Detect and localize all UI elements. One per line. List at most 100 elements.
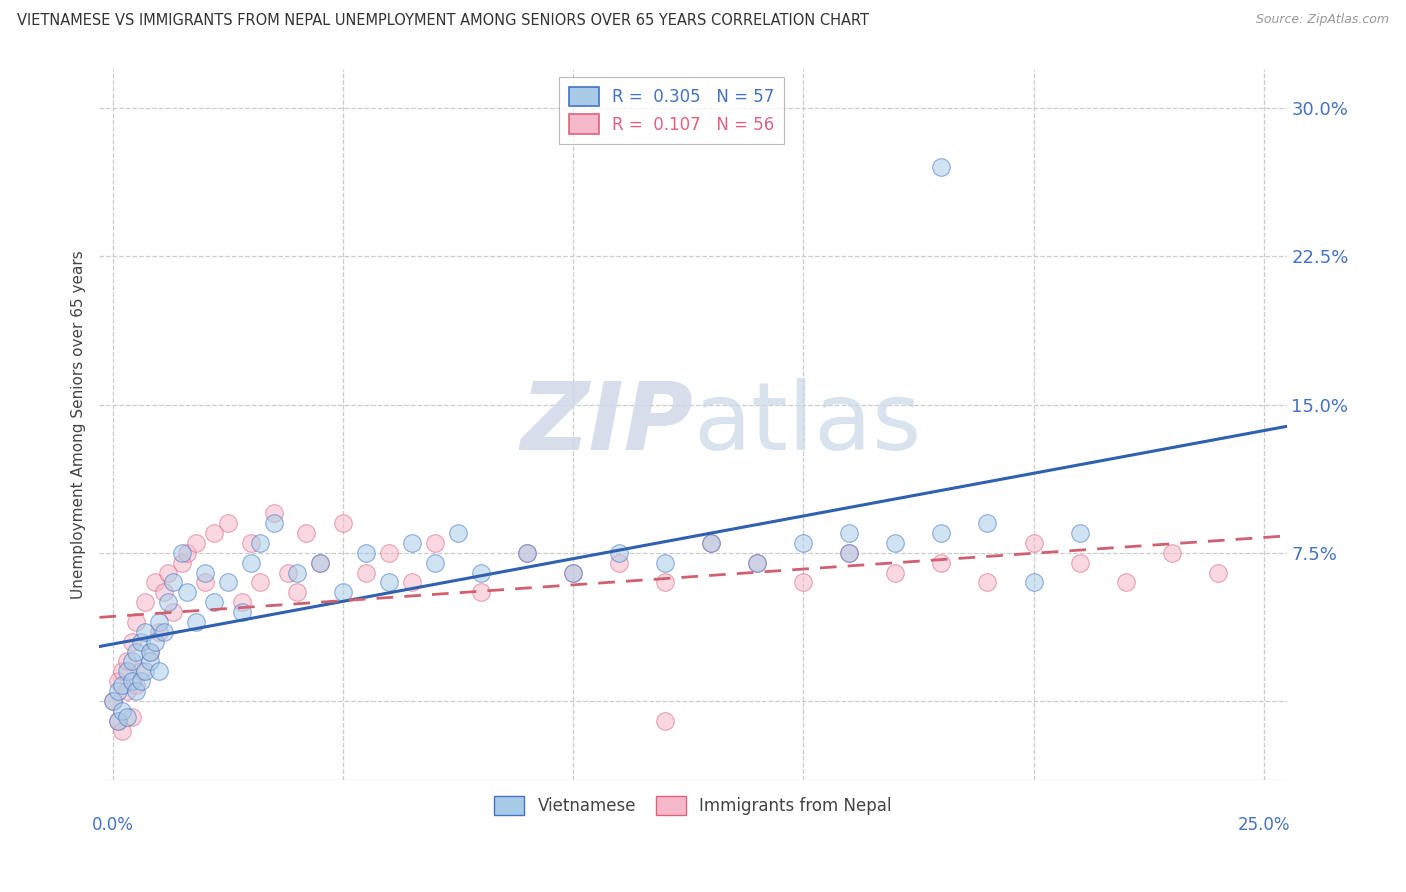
Point: [176, 585, 198, 599]
Point: [609, 556, 631, 570]
Point: [654, 714, 676, 728]
Point: [107, 714, 129, 728]
Point: [139, 644, 162, 658]
Text: 25.0%: 25.0%: [1237, 815, 1289, 834]
Point: [148, 665, 170, 679]
Point: [792, 575, 814, 590]
Point: [1022, 575, 1045, 590]
Point: [125, 678, 148, 692]
Point: [148, 615, 170, 629]
Point: [240, 536, 263, 550]
Point: [609, 546, 631, 560]
Point: [249, 536, 271, 550]
Point: [1206, 566, 1229, 580]
Point: [931, 526, 953, 541]
Point: [884, 536, 907, 550]
Point: [356, 546, 378, 560]
Text: VIETNAMESE VS IMMIGRANTS FROM NEPAL UNEMPLOYMENT AMONG SENIORS OVER 65 YEARS COR: VIETNAMESE VS IMMIGRANTS FROM NEPAL UNEM…: [17, 13, 869, 29]
Point: [129, 674, 152, 689]
Point: [176, 546, 198, 560]
Point: [111, 665, 134, 679]
Point: [153, 624, 176, 639]
Point: [263, 516, 285, 530]
Point: [277, 566, 299, 580]
Point: [1160, 546, 1182, 560]
Point: [115, 655, 138, 669]
Point: [792, 536, 814, 550]
Point: [231, 595, 253, 609]
Point: [153, 585, 176, 599]
Point: [309, 556, 332, 570]
Point: [217, 575, 239, 590]
Point: [425, 536, 447, 550]
Point: [295, 526, 318, 541]
Point: [838, 526, 860, 541]
Text: 0.0%: 0.0%: [93, 815, 134, 834]
Point: [143, 634, 166, 648]
Point: [838, 546, 860, 560]
Point: [121, 710, 143, 724]
Point: [107, 714, 129, 728]
Point: [172, 546, 194, 560]
Point: [204, 526, 226, 541]
Point: [1115, 575, 1137, 590]
Point: [838, 546, 860, 560]
Point: [184, 615, 207, 629]
Point: [157, 566, 180, 580]
Point: [263, 506, 285, 520]
Point: [217, 516, 239, 530]
Point: [884, 566, 907, 580]
Point: [103, 694, 125, 708]
Point: [747, 556, 769, 570]
Point: [378, 575, 401, 590]
Point: [562, 566, 585, 580]
Point: [129, 634, 152, 648]
Point: [231, 605, 253, 619]
Point: [654, 575, 676, 590]
Point: [700, 536, 723, 550]
Point: [1069, 526, 1091, 541]
Point: [111, 704, 134, 718]
Point: [194, 575, 217, 590]
Point: [931, 161, 953, 175]
Point: [1022, 536, 1045, 550]
Point: [285, 566, 308, 580]
Point: [143, 575, 166, 590]
Point: [162, 575, 184, 590]
Point: [332, 516, 354, 530]
Point: [976, 516, 998, 530]
Point: [700, 536, 723, 550]
Point: [249, 575, 271, 590]
Point: [121, 655, 143, 669]
Point: [139, 655, 162, 669]
Point: [976, 575, 998, 590]
Point: [309, 556, 332, 570]
Point: [121, 674, 143, 689]
Point: [332, 585, 354, 599]
Point: [139, 644, 162, 658]
Point: [115, 665, 138, 679]
Point: [111, 678, 134, 692]
Point: [107, 684, 129, 698]
Point: [1069, 556, 1091, 570]
Point: [240, 556, 263, 570]
Point: [107, 674, 129, 689]
Point: [356, 566, 378, 580]
Point: [470, 566, 492, 580]
Text: ZIP: ZIP: [520, 378, 693, 470]
Point: [172, 556, 194, 570]
Point: [115, 684, 138, 698]
Point: [125, 644, 148, 658]
Text: atlas: atlas: [693, 378, 921, 470]
Point: [125, 615, 148, 629]
Point: [111, 723, 134, 738]
Point: [115, 710, 138, 724]
Point: [285, 585, 308, 599]
Point: [134, 665, 156, 679]
Point: [470, 585, 492, 599]
Text: Source: ZipAtlas.com: Source: ZipAtlas.com: [1256, 13, 1389, 27]
Point: [204, 595, 226, 609]
Point: [157, 595, 180, 609]
Point: [134, 595, 156, 609]
Point: [162, 605, 184, 619]
